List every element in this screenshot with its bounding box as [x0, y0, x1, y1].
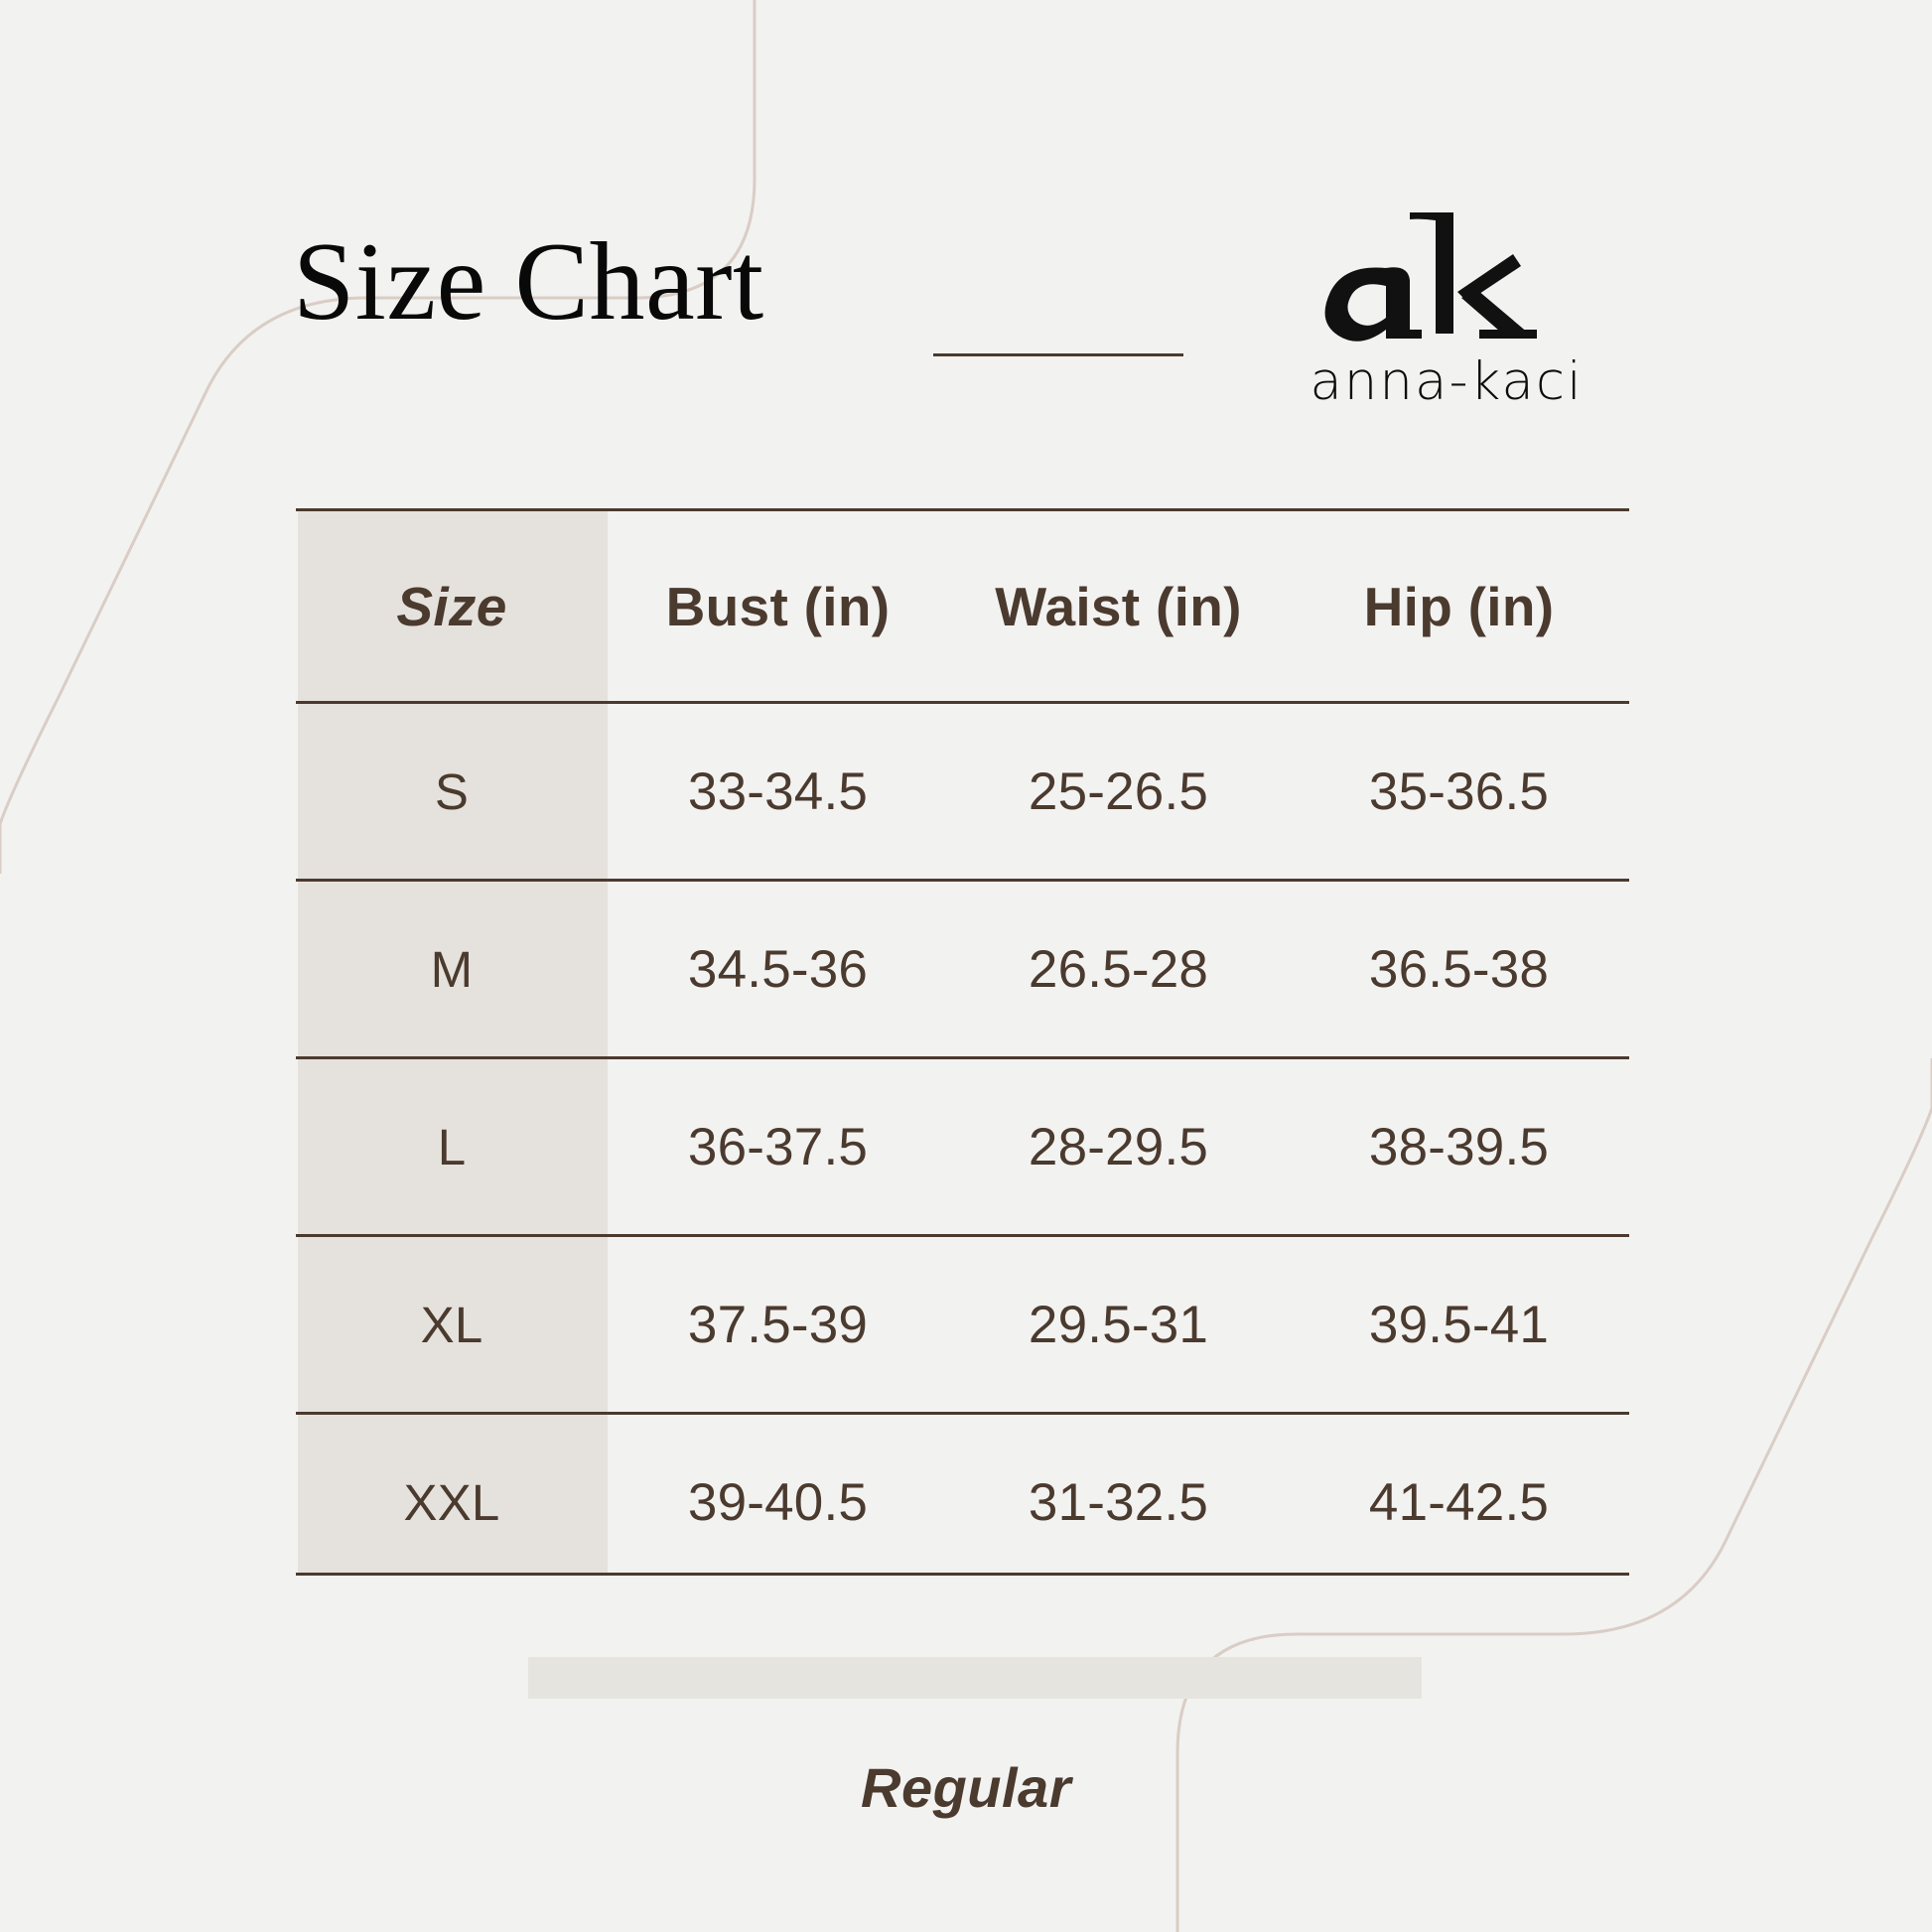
table-row: L 36-37.5 28-29.5 38-39.5 [296, 1057, 1629, 1236]
fit-indicator-bar [528, 1657, 1422, 1699]
table-row: XXL 39-40.5 31-32.5 41-42.5 [296, 1413, 1629, 1590]
ak-monogram-icon [1324, 212, 1537, 342]
fit-label: Regular [861, 1756, 1071, 1819]
cell-size: L [437, 1118, 467, 1175]
size-chart-table: Size Bust (in) Waist (in) Hip (in) S 33-… [296, 511, 1629, 1589]
page-header: Size Chart anna-kaci [0, 212, 1932, 415]
size-chart-table-wrapper: Size Bust (in) Waist (in) Hip (in) S 33-… [296, 508, 1629, 1576]
cell-size: M [430, 940, 474, 998]
cell-waist: 31-32.5 [1028, 1472, 1209, 1532]
cell-bust: 33-34.5 [687, 761, 869, 821]
title-divider [933, 353, 1183, 356]
cell-waist: 26.5-28 [1028, 939, 1209, 999]
cell-hip: 38-39.5 [1368, 1117, 1550, 1176]
brand-wordmark: anna-kaci [1310, 351, 1584, 412]
cell-hip: 35-36.5 [1368, 761, 1550, 821]
column-header-waist: Waist (in) [995, 575, 1242, 637]
cell-size: XL [420, 1296, 483, 1353]
cell-waist: 28-29.5 [1028, 1117, 1209, 1176]
cell-bust: 37.5-39 [687, 1295, 869, 1354]
column-header-hip: Hip (in) [1363, 575, 1555, 637]
table-top-border [296, 508, 1629, 511]
column-header-bust: Bust (in) [665, 575, 891, 637]
table-row: S 33-34.5 25-26.5 35-36.5 [296, 702, 1629, 881]
cell-size: XXL [403, 1473, 500, 1531]
cell-size: S [434, 762, 470, 820]
cell-hip: 36.5-38 [1368, 939, 1550, 999]
cell-waist: 29.5-31 [1028, 1295, 1209, 1354]
size-column-highlight [298, 511, 608, 1573]
cell-hip: 41-42.5 [1368, 1472, 1550, 1532]
column-header-size: Size [396, 575, 507, 637]
cell-bust: 39-40.5 [687, 1472, 869, 1532]
table-row: M 34.5-36 26.5-28 36.5-38 [296, 880, 1629, 1058]
table-bottom-border [296, 1573, 1629, 1576]
cell-waist: 25-26.5 [1028, 761, 1209, 821]
table-row: XL 37.5-39 29.5-31 39.5-41 [296, 1235, 1629, 1414]
table-header-row: Size Bust (in) Waist (in) Hip (in) [296, 511, 1629, 703]
cell-bust: 36-37.5 [687, 1117, 869, 1176]
cell-hip: 39.5-41 [1368, 1295, 1550, 1354]
page-title: Size Chart [293, 220, 764, 344]
cell-bust: 34.5-36 [687, 939, 869, 999]
brand-logo: anna-kaci [1283, 207, 1610, 435]
